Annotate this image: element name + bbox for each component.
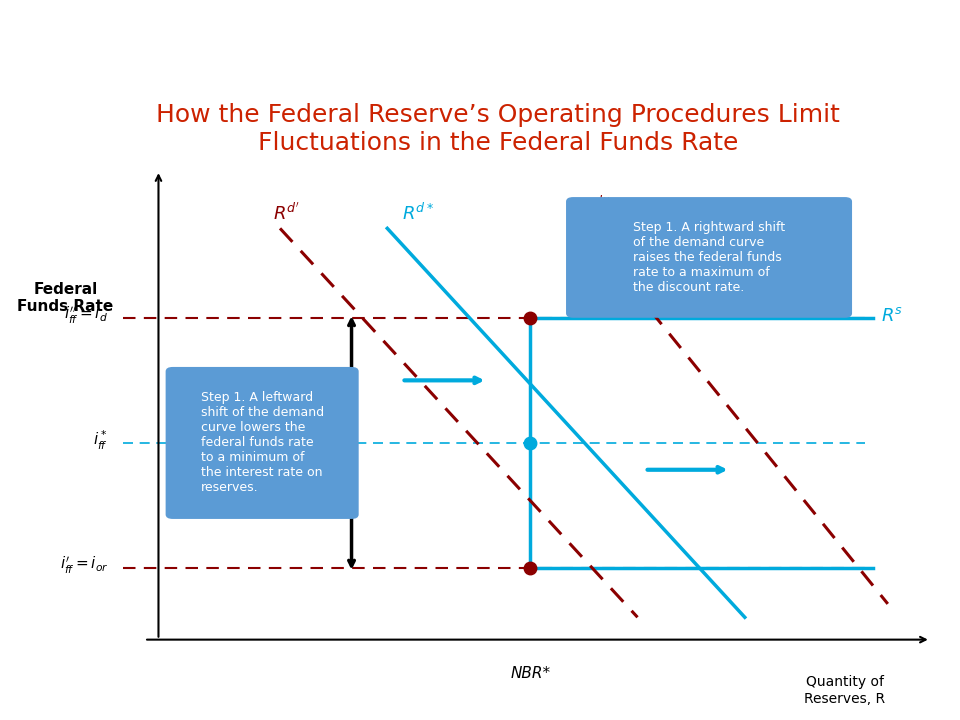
Text: How the Federal Reserve’s Operating Procedures Limit
Fluctuations in the Federal: How the Federal Reserve’s Operating Proc… [156,103,840,155]
FancyBboxPatch shape [166,367,359,519]
Text: $i_{ff}^{\prime} = i_{or}$: $i_{ff}^{\prime} = i_{or}$ [60,555,108,577]
FancyBboxPatch shape [566,197,852,318]
Text: Federal
Funds Rate: Federal Funds Rate [17,282,113,315]
Text: NBR*: NBR* [510,667,550,681]
Text: $R^s$: $R^s$ [880,307,902,325]
Text: Quantity of
Reserves, R: Quantity of Reserves, R [804,675,885,706]
Text: $i_{ff}^*$: $i_{ff}^*$ [93,429,108,452]
Text: $R^{d\prime\prime}$: $R^{d\prime\prime}$ [581,196,611,217]
Text: $i_{ff}^{\prime\prime} = i_d$: $i_{ff}^{\prime\prime} = i_d$ [64,305,108,326]
Text: $R^{d*}$: $R^{d*}$ [401,202,434,223]
Text: $R^{d'}$: $R^{d'}$ [273,202,300,223]
Text: Step 1. A rightward shift
of the demand curve
raises the federal funds
rate to a: Step 1. A rightward shift of the demand … [633,221,785,294]
Text: Step 1. A leftward
shift of the demand
curve lowers the
federal funds rate
to a : Step 1. A leftward shift of the demand c… [201,392,324,495]
